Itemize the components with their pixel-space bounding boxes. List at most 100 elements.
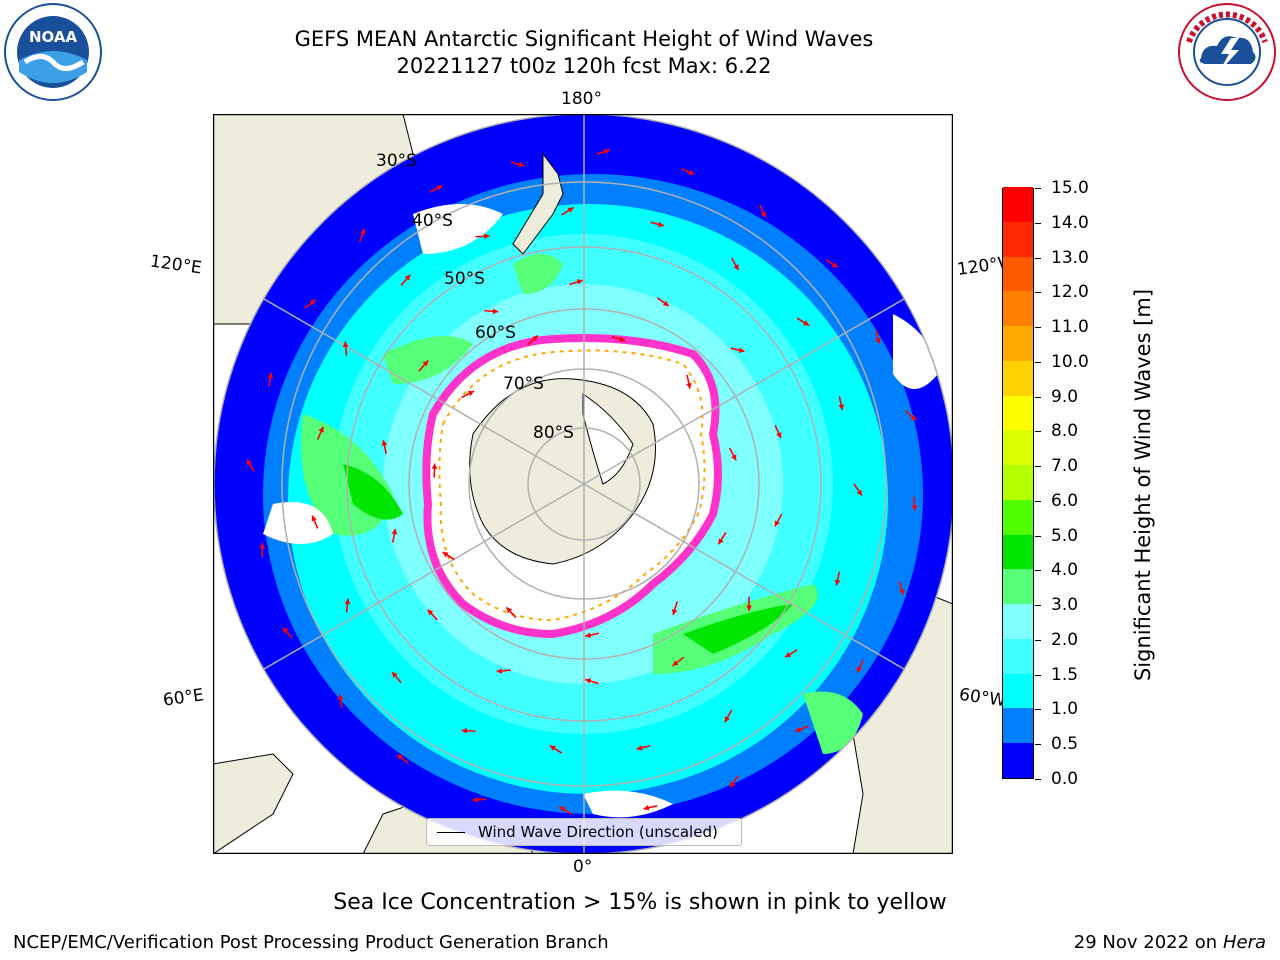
wind-wave-arrowhead bbox=[532, 335, 538, 342]
wind-wave-arrowhead bbox=[636, 745, 643, 751]
chart-title: GEFS MEAN Antarctic Significant Height o… bbox=[294, 27, 874, 51]
wind-wave-arrowhead bbox=[643, 804, 650, 811]
wind-wave-arrowhead bbox=[576, 279, 583, 285]
lon-label-120e: 120°E bbox=[148, 251, 203, 279]
colorbar-segment bbox=[1003, 290, 1033, 327]
wind-wave-arrowhead bbox=[492, 308, 499, 315]
wind-wave-arrowhead bbox=[603, 148, 610, 155]
wind-wave-arrowhead bbox=[467, 390, 474, 397]
wind-wave-arrowhead bbox=[774, 520, 780, 527]
antarctica bbox=[422, 334, 722, 638]
wind-wave-arrowhead bbox=[910, 414, 917, 421]
lat-label-40s: 40°S bbox=[412, 211, 453, 231]
wind-wave-arrowhead bbox=[688, 169, 695, 175]
wind-wave-arrowhead bbox=[838, 404, 845, 411]
wind-wave-arrowhead bbox=[359, 228, 366, 235]
colorbar-tick-label: 0.0 bbox=[1035, 769, 1078, 789]
colorbar-tick-label: 2.0 bbox=[1035, 630, 1078, 650]
wind-wave-arrowhead bbox=[282, 627, 289, 634]
colorbar-tick-label: 13.0 bbox=[1035, 248, 1089, 268]
wind-wave-arrowhead bbox=[397, 754, 404, 761]
svg-text:NOAA: NOAA bbox=[29, 28, 78, 46]
wind-wave-arrowhead bbox=[760, 211, 766, 218]
chart-subtitle: 20221127 t00z 120h fcst Max: 6.22 bbox=[396, 54, 772, 78]
wind-wave-arrowhead bbox=[246, 459, 253, 466]
colorbar-segment bbox=[1003, 708, 1033, 744]
wind-wave-arrowhead bbox=[831, 262, 838, 268]
colorbar-tick-label: 12.0 bbox=[1035, 282, 1089, 302]
lat-label-30s: 30°S bbox=[376, 151, 417, 171]
wind-wave-arrowhead bbox=[803, 320, 810, 326]
lon-label-60e: 60°E bbox=[161, 685, 206, 711]
lon-label-180: 180° bbox=[561, 89, 602, 109]
colorbar-segment bbox=[1003, 360, 1033, 396]
colorbar-tick-label: 9.0 bbox=[1035, 387, 1078, 407]
wind-wave-arrowhead bbox=[431, 463, 438, 469]
colorbar-tick-label: 11.0 bbox=[1035, 317, 1089, 337]
wind-wave-arrowhead bbox=[671, 608, 678, 615]
map-legend: Wind Wave Direction (unscaled) bbox=[426, 818, 742, 846]
footer-date: 29 Nov 2022 on Hera bbox=[1074, 932, 1266, 953]
wind-wave-arrowhead bbox=[738, 347, 745, 353]
colorbar-label: Significant Height of Wind Waves [m] bbox=[1131, 288, 1155, 682]
legend-line-icon bbox=[437, 832, 465, 833]
wind-wave-arrowhead bbox=[911, 505, 918, 511]
wind-wave-arrowhead bbox=[496, 668, 503, 674]
wind-wave-arrowhead bbox=[559, 806, 566, 812]
lat-label-50s: 50°S bbox=[444, 269, 485, 289]
wind-wave-arrowhead bbox=[267, 372, 274, 379]
wind-wave-arrowhead bbox=[518, 161, 525, 168]
wind-wave-arrowhead bbox=[484, 233, 490, 240]
wind-wave-arrowhead bbox=[834, 579, 841, 586]
colorbar-segment bbox=[1003, 673, 1033, 709]
wind-wave-arrowhead bbox=[724, 716, 730, 723]
noaa-logo: NOAA bbox=[4, 3, 102, 101]
colorbar-segment bbox=[1003, 221, 1033, 257]
wind-wave-arrowhead bbox=[585, 678, 592, 684]
wind-wave-arrowhead bbox=[658, 221, 664, 228]
wind-wave-arrowhead bbox=[875, 337, 881, 344]
wind-wave-arrowhead bbox=[567, 207, 574, 213]
legend-label: Wind Wave Direction (unscaled) bbox=[478, 823, 718, 841]
wind-wave-arrowhead bbox=[442, 552, 449, 558]
nws-logo bbox=[1178, 3, 1276, 101]
wind-wave-arrowhead bbox=[733, 264, 739, 271]
colorbar-tick-label: 15.0 bbox=[1035, 178, 1089, 198]
wind-wave-arrowhead bbox=[427, 609, 434, 616]
colorbar-tick-label: 3.0 bbox=[1035, 595, 1078, 615]
wind-wave-arrowhead bbox=[461, 727, 467, 734]
wind-wave-arrowhead bbox=[899, 589, 905, 595]
wind-wave-arrowhead bbox=[856, 489, 862, 496]
wind-wave-arrowhead bbox=[619, 336, 626, 342]
wind-wave-arrowhead bbox=[318, 426, 324, 433]
colorbar-tick-label: 6.0 bbox=[1035, 491, 1078, 511]
colorbar-tick-label: 7.0 bbox=[1035, 456, 1078, 476]
colorbar bbox=[1002, 186, 1034, 779]
footer-producer: NCEP/EMC/Verification Post Processing Pr… bbox=[13, 932, 609, 953]
colorbar-segment bbox=[1003, 742, 1033, 778]
wind-wave-arrowhead bbox=[404, 274, 411, 281]
colorbar-segment bbox=[1003, 499, 1033, 535]
lat-label-60s: 60°S bbox=[475, 323, 516, 343]
wind-wave-arrowhead bbox=[311, 515, 317, 522]
wind-wave-arrowhead bbox=[392, 671, 398, 678]
map-border bbox=[213, 114, 953, 854]
wind-wave-arrowhead bbox=[585, 632, 592, 638]
wind-wave-arrowhead bbox=[337, 694, 344, 701]
colorbar-tick-label: 8.0 bbox=[1035, 421, 1078, 441]
wind-wave-arrowhead bbox=[795, 726, 802, 733]
footer-date-text: 29 Nov 2022 on bbox=[1073, 932, 1218, 953]
wind-wave-arrowhead bbox=[718, 538, 724, 545]
colorbar-segment bbox=[1003, 395, 1033, 431]
colorbar-tick-label: 4.0 bbox=[1035, 560, 1078, 580]
lat-label-70s: 70°S bbox=[503, 374, 544, 394]
lon-label-0: 0° bbox=[573, 857, 593, 877]
colorbar-segment bbox=[1003, 429, 1033, 466]
colorbar-segment bbox=[1003, 464, 1033, 500]
wind-wave-arrowhead bbox=[785, 651, 792, 658]
wind-wave-arrowhead bbox=[344, 598, 351, 605]
wind-wave-arrowhead bbox=[381, 440, 388, 446]
wind-wave-arrowhead bbox=[422, 360, 429, 367]
colorbar-segment bbox=[1003, 638, 1033, 674]
colorbar-tick-label: 14.0 bbox=[1035, 213, 1089, 233]
